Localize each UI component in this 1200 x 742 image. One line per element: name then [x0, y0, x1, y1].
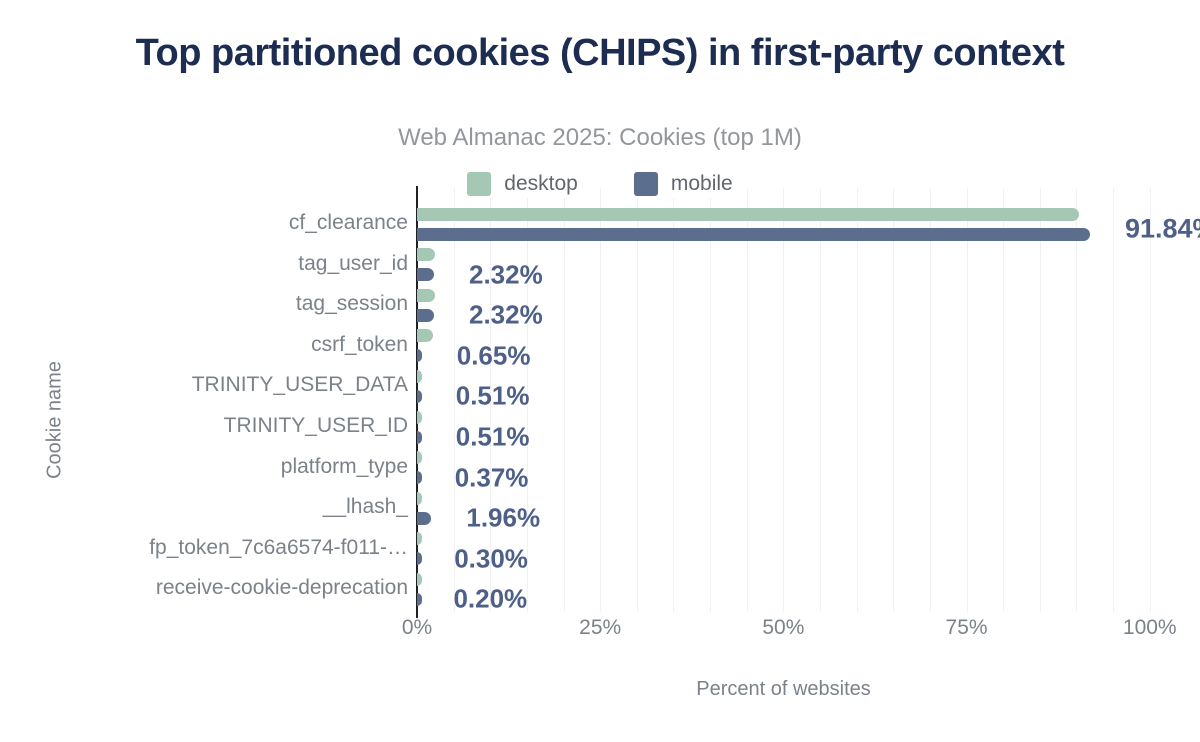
mobile-bar[interactable]	[417, 430, 422, 444]
value-label: 1.96%	[466, 502, 541, 533]
category-label: __lhash_	[322, 495, 408, 519]
mobile-bar[interactable]	[417, 389, 422, 403]
value-label: 0.51%	[455, 380, 530, 411]
gridline-25pct	[600, 188, 602, 612]
value-label: 0.65%	[456, 340, 531, 371]
x-tick-label: 25%	[579, 616, 622, 639]
x-tick-label: 0%	[401, 616, 433, 639]
value-label: 91.84%	[1124, 213, 1200, 244]
mobile-bar[interactable]	[417, 592, 422, 606]
gridline-10pct	[490, 188, 492, 612]
chart-subtitle: Web Almanac 2025: Cookies (top 1M)	[398, 124, 802, 151]
gridline-75pct	[966, 188, 968, 612]
category-label: cf_clearance	[288, 211, 408, 234]
value-label: 2.32%	[468, 299, 543, 330]
desktop-bar[interactable]	[417, 410, 422, 424]
mobile-bar[interactable]	[417, 227, 1090, 241]
mobile-bar[interactable]	[417, 511, 432, 525]
category-label: platform_type	[280, 454, 408, 478]
category-label: csrf_token	[311, 332, 408, 356]
gridline-45pct	[746, 188, 748, 612]
x-axis-title: Percent of websites	[696, 678, 871, 700]
desktop-bar[interactable]	[417, 288, 436, 302]
gridline-100pct	[1149, 188, 1151, 612]
mobile-bar[interactable]	[417, 308, 434, 322]
value-label: 2.32%	[468, 259, 543, 290]
gridline-95pct	[1113, 188, 1115, 612]
legend-item-mobile[interactable]: mobile	[627, 170, 739, 198]
category-label: fp_token_7c6a6574-f011-…	[149, 535, 408, 559]
gridline-5pct	[453, 188, 455, 612]
gridline-70pct	[929, 188, 931, 612]
gridline-15pct	[526, 188, 528, 612]
desktop-bar[interactable]	[417, 491, 422, 505]
mobile-bar[interactable]	[417, 268, 434, 282]
desktop-bar[interactable]	[417, 572, 422, 586]
gridline-65pct	[893, 188, 895, 612]
gridline-20pct	[563, 188, 565, 612]
value-label: 0.37%	[454, 462, 529, 493]
category-label: receive-cookie-deprecation	[155, 576, 408, 600]
category-label: tag_user_id	[298, 251, 408, 275]
gridline-50pct	[783, 188, 785, 612]
legend: desktop mobile	[0, 170, 1200, 198]
x-tick-label: 100%	[1122, 616, 1177, 639]
legend-item-desktop[interactable]: desktop	[461, 170, 584, 198]
desktop-bar[interactable]	[417, 532, 422, 546]
value-label: 0.51%	[455, 421, 530, 452]
desktop-bar[interactable]	[417, 248, 435, 262]
mobile-bar[interactable]	[417, 471, 422, 485]
gridline-85pct	[1039, 188, 1041, 612]
gridline-55pct	[820, 188, 821, 612]
legend-label-mobile: mobile	[670, 172, 733, 195]
gridline-60pct	[856, 188, 858, 612]
gridline-40pct	[710, 188, 712, 612]
gridline-90pct	[1076, 188, 1078, 612]
mobile-bar[interactable]	[417, 349, 422, 363]
value-label: 0.20%	[453, 583, 528, 614]
x-tick-label: 75%	[945, 616, 988, 639]
mobile-legend-swatch-icon	[633, 172, 658, 196]
y-axis-title: Cookie name	[43, 361, 66, 479]
gridline-30pct	[636, 188, 638, 612]
category-label: tag_session	[295, 292, 408, 316]
value-label: 0.30%	[454, 543, 528, 574]
desktop-legend-swatch-icon	[467, 172, 492, 196]
category-label: TRINITY_USER_ID	[223, 414, 408, 437]
gridline-80pct	[1003, 188, 1005, 612]
gridline-35pct	[673, 188, 675, 612]
category-label: TRINITY_USER_DATA	[191, 373, 408, 397]
mobile-bar[interactable]	[417, 552, 422, 566]
chart-title: Top partitioned cookies (CHIPS) in first…	[135, 32, 1065, 74]
desktop-bar[interactable]	[417, 451, 422, 465]
x-tick-label: 50%	[762, 616, 805, 639]
desktop-bar[interactable]	[417, 329, 434, 343]
desktop-bar[interactable]	[417, 207, 1080, 221]
legend-label-desktop: desktop	[504, 172, 578, 195]
desktop-bar[interactable]	[417, 369, 422, 383]
